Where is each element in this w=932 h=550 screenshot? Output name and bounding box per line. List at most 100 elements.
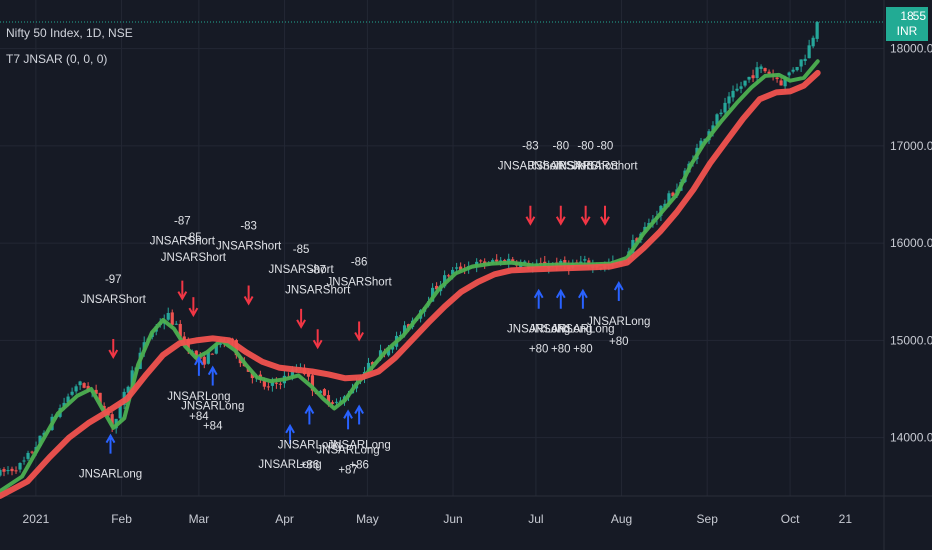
candle-body: [511, 259, 515, 262]
candle-body: [82, 383, 86, 388]
short-signal-label: JNSARShort: [150, 236, 216, 248]
long-arrow-head: [533, 288, 544, 299]
candle-body: [118, 403, 122, 419]
long-arrow-head: [555, 288, 566, 299]
candle-body: [186, 339, 190, 351]
candle-body: [775, 77, 779, 80]
candle-body: [807, 45, 811, 59]
long-signal-label: JNSARLong: [587, 316, 650, 328]
long-arrow-head: [343, 409, 353, 419]
short-signal-change: -87: [309, 264, 326, 276]
candle-body: [731, 90, 735, 98]
candle-body: [62, 402, 66, 407]
long-signal-change: +84: [203, 421, 223, 433]
candle-body: [202, 356, 206, 365]
symbol-legend[interactable]: Nifty 50 Index, 1D, NSE: [6, 26, 133, 40]
candle-body: [278, 383, 282, 385]
candle-body: [326, 395, 331, 404]
candle-body: [495, 259, 499, 262]
candle-body: [479, 260, 483, 262]
long-signal-change: +86: [349, 459, 369, 471]
short-signal-label: JNSARShort: [572, 161, 638, 173]
candle-body: [443, 275, 447, 287]
candle-body: [719, 112, 723, 115]
time-tick-label: 21: [839, 512, 853, 526]
candle-body: [98, 392, 102, 405]
time-axis[interactable]: 2021 Feb Mar Apr May Jun Jul Aug Sep Oct 21: [23, 512, 853, 526]
candle-body: [22, 460, 26, 462]
candle-body: [755, 67, 759, 79]
candle-body: [759, 66, 763, 69]
candle-body: [390, 346, 395, 350]
short-signal-change: -80: [577, 141, 594, 153]
price-badge-line3: 55: [912, 9, 926, 23]
time-tick-label: Sep: [697, 512, 719, 526]
candle-body: [18, 463, 22, 470]
candle-body: [74, 386, 78, 392]
long-signal-label: JNSARLong: [529, 324, 592, 336]
short-signal-change: -85: [185, 232, 202, 244]
short-signal-change: -86: [351, 256, 368, 268]
short-signal-label: JNSARShort: [216, 240, 282, 252]
grid-lines: [0, 0, 884, 496]
price-axis[interactable]: 14000.00 15000.00 16000.00 17000.00 18000.00: [890, 42, 932, 445]
indicator-line-slow: [0, 69, 821, 499]
candle-body: [94, 389, 98, 394]
long-signal-label: JNSARLong: [258, 459, 321, 471]
short-signal-label: JNSARShort: [81, 294, 147, 306]
candle-body: [811, 37, 815, 47]
candle-body: [274, 382, 278, 384]
candle-body: [715, 114, 719, 125]
candle-body: [386, 347, 391, 356]
price-tick-label: 16000.00: [890, 236, 932, 250]
short-signal-label: JNSARShort: [285, 284, 351, 296]
candle-body: [366, 362, 371, 372]
long-signal-label: JNSARLong: [327, 439, 390, 451]
candle-body: [0, 469, 2, 476]
candle-body: [699, 140, 703, 149]
short-signal-change: -83: [240, 220, 257, 232]
candle-body: [787, 72, 791, 76]
long-signal-label: JNSARLong: [551, 324, 614, 336]
candle-body: [435, 285, 439, 290]
long-signal-change: +80: [529, 344, 549, 356]
candle-body: [10, 468, 14, 472]
candle-body: [78, 381, 82, 386]
time-tick-label: Mar: [189, 512, 210, 526]
time-tick-label: 2021: [23, 512, 50, 526]
short-signal-change: -80: [597, 141, 614, 153]
long-signal-change: +86: [300, 459, 320, 471]
candle-body: [723, 102, 727, 113]
long-signal-label: JNSARLong: [167, 391, 230, 403]
price-badge-line1: 18: [900, 9, 914, 23]
time-tick-label: Jul: [528, 512, 543, 526]
time-tick-label: Apr: [275, 512, 294, 526]
long-signal-change: +84: [189, 411, 209, 423]
candle-body: [266, 386, 270, 388]
short-arrow-head: [296, 319, 306, 329]
short-signal-label: JNSARShort: [528, 161, 594, 173]
indicator-legend[interactable]: T7 JNSAR (0, 0, 0): [6, 52, 108, 66]
long-signal-label: JNSARLong: [507, 324, 570, 336]
short-signal-change: -80: [552, 141, 569, 153]
short-arrow-head: [600, 216, 610, 226]
long-signal-label: JNSARLong: [79, 469, 142, 481]
candle-body: [402, 325, 407, 334]
candle-body: [318, 390, 323, 394]
candle-body: [583, 259, 587, 261]
candle-body: [671, 192, 675, 197]
candle-body: [218, 343, 222, 345]
candle-body: [66, 396, 70, 403]
short-arrow-head: [188, 307, 199, 318]
time-tick-label: Aug: [611, 512, 632, 526]
candle-body: [455, 267, 459, 269]
price-tick-label: 18000.00: [890, 42, 932, 56]
time-tick-label: May: [356, 512, 379, 526]
short-signal-label: JNSARShort: [327, 276, 393, 288]
candle-body: [330, 402, 335, 404]
candle-body: [451, 269, 455, 275]
candle-body: [791, 69, 795, 72]
price-tick-label: 17000.00: [890, 139, 932, 153]
candle-body: [290, 369, 295, 377]
